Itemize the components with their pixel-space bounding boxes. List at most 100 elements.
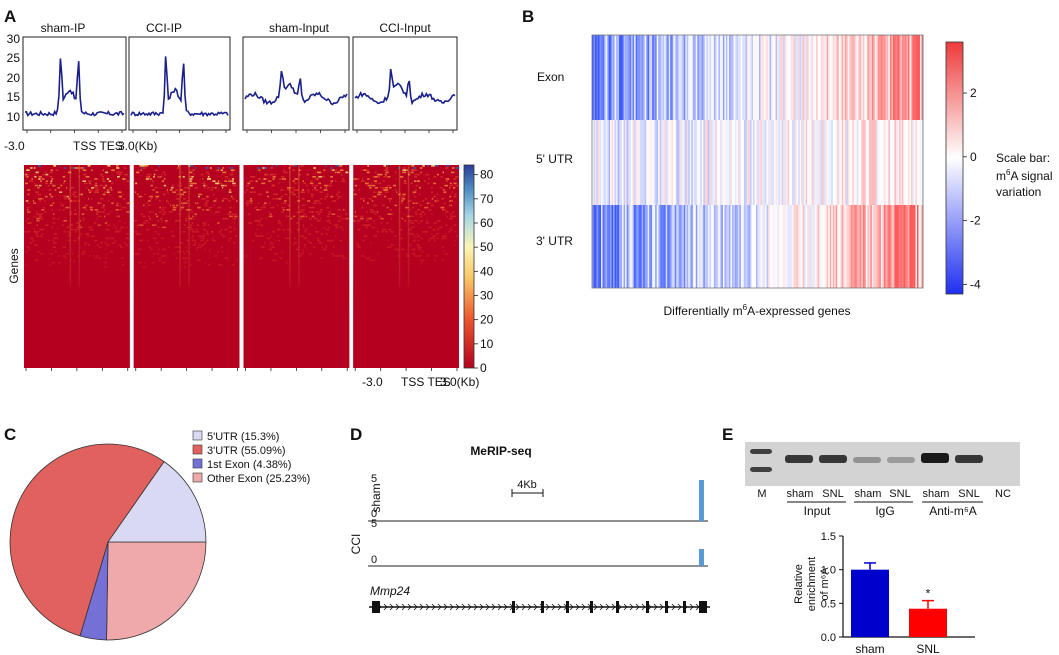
gel-lane-6: SNL [958, 488, 979, 500]
heatmap-2 [133, 165, 240, 371]
variation-stripe [716, 35, 719, 120]
variation-stripe [861, 35, 864, 120]
scale-label: 4Kb [517, 479, 537, 491]
variation-stripe [873, 120, 876, 205]
profile-plots: sham-IP CCI-IP sham-Input CCI-Input 30 2… [4, 21, 458, 153]
variation-stripe [856, 120, 859, 205]
variation-stripe [620, 205, 623, 288]
variation-stripe [810, 205, 812, 288]
variation-stripe [826, 120, 829, 205]
variation-stripe [598, 120, 600, 205]
variation-stripe [724, 205, 727, 288]
variation-stripe [873, 205, 876, 288]
variation-stripe [906, 205, 909, 288]
variation-stripe [701, 120, 704, 205]
variation-stripe [876, 120, 879, 205]
variation-stripe [728, 120, 731, 205]
variation-stripe [852, 35, 855, 120]
variation-stripe [790, 120, 793, 205]
variation-stripe [864, 35, 867, 120]
variation-stripe [831, 205, 834, 288]
variation-stripe [913, 120, 916, 205]
variation-stripe [698, 120, 701, 205]
variation-stripe [592, 205, 594, 288]
gene-strand-arrow [413, 603, 418, 611]
variation-stripe [852, 205, 855, 288]
variation-stripe [640, 205, 642, 288]
gel-band [750, 467, 772, 472]
variation-stripe [817, 205, 820, 288]
gene-strand-arrow [497, 603, 502, 611]
variation-stripe [604, 35, 606, 120]
variation-stripe [912, 35, 915, 120]
variation-stripe [889, 35, 892, 120]
variation-stripe [808, 35, 811, 120]
variation-stripe [889, 120, 892, 205]
variation-stripe [801, 120, 803, 205]
variation-stripe [658, 35, 660, 120]
variation-stripe [700, 205, 703, 288]
variation-stripe [868, 120, 871, 205]
variation-stripe [731, 205, 734, 288]
variation-stripe [602, 205, 605, 288]
variation-stripe [819, 205, 821, 288]
variation-stripe [667, 120, 670, 205]
variation-stripe [828, 205, 831, 288]
variation-stripe [867, 35, 870, 120]
gene-exon [683, 601, 686, 613]
variation-stripe [661, 35, 664, 120]
variation-stripe [674, 205, 677, 288]
variation-stripe [915, 205, 918, 288]
variation-stripe [840, 35, 843, 120]
variation-stripe [832, 35, 835, 120]
variation-stripe [903, 120, 906, 205]
variation-stripe [605, 35, 608, 120]
gene-strand-arrow [473, 603, 478, 611]
scale-title-line3: variation [996, 185, 1041, 199]
variation-stripe [783, 120, 785, 205]
variation-stripe [635, 205, 638, 288]
variation-stripe [885, 120, 888, 205]
variation-stripe [783, 205, 785, 288]
variation-stripe [772, 205, 775, 288]
variation-stripe [841, 120, 844, 205]
variation-stripe [765, 35, 767, 120]
variation-stripe [798, 205, 800, 288]
variation-stripe [903, 35, 906, 120]
variation-stripe [742, 35, 745, 120]
variation-stripe [903, 205, 906, 288]
variation-stripe [859, 35, 862, 120]
variation-stripe [859, 205, 862, 288]
track-label-sham: sham [369, 483, 383, 512]
variation-stripe [647, 205, 650, 288]
variation-stripe [891, 120, 894, 205]
variation-stripe [740, 35, 743, 120]
variation-stripe [799, 35, 802, 120]
variation-stripe [631, 205, 633, 288]
panel-label-c: C [4, 425, 16, 444]
variation-stripe [688, 35, 691, 120]
variation-stripe [771, 205, 773, 288]
variation-stripe [799, 120, 802, 205]
variation-stripe [756, 205, 758, 288]
variation-stripe [879, 205, 882, 288]
gene-strand-arrow [515, 603, 520, 611]
pie-legend-label-1: 5'UTR (15.3%) [207, 431, 279, 443]
variation-stripe [873, 35, 876, 120]
variation-stripe [859, 120, 862, 205]
variation-stripe [640, 35, 642, 120]
variation-stripe [892, 205, 895, 288]
variation-stripe [808, 205, 811, 288]
variation-stripe [825, 35, 827, 120]
variation-stripe [718, 205, 721, 288]
variation-stripe [817, 35, 820, 120]
variation-stripe [671, 35, 674, 120]
variation-stripe [688, 120, 691, 205]
variation-stripe [850, 120, 853, 205]
heatmap-x-mid: TSS TES [401, 375, 451, 389]
gene-strand-arrow [677, 603, 682, 611]
variation-stripe [620, 35, 623, 120]
variation-stripe [781, 35, 784, 120]
variation-stripe [601, 120, 603, 205]
variation-stripe [712, 205, 715, 288]
